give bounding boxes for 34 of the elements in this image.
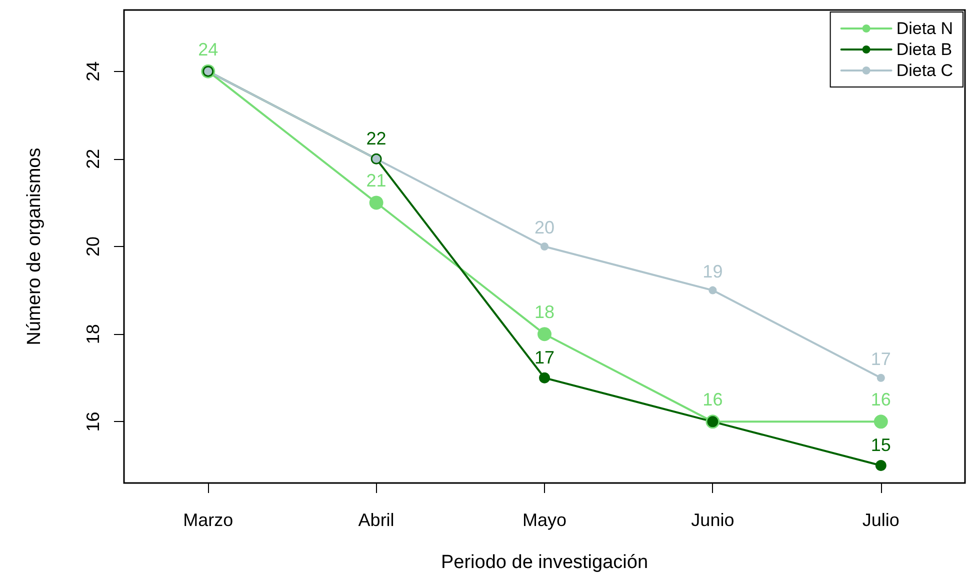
x-tick-label: Abril (358, 510, 394, 530)
point (538, 327, 552, 342)
x-tick-label: Mayo (522, 510, 567, 530)
x-tick-label: Junio (691, 510, 734, 530)
y-tick-label: 16 (83, 412, 103, 432)
y-tick-label: 20 (83, 236, 103, 257)
point (875, 460, 886, 471)
x-tick-label: Marzo (183, 510, 234, 530)
point (540, 242, 548, 250)
y-tick-label: 24 (83, 61, 103, 82)
data-label: 18 (534, 302, 555, 322)
point (539, 372, 550, 384)
x-axis-title: Periodo de investigación (440, 552, 648, 573)
point (708, 286, 717, 294)
data-label: 20 (534, 218, 555, 238)
point (874, 414, 888, 429)
data-label: 16 (870, 390, 891, 410)
data-label: 16 (702, 390, 723, 410)
point (876, 374, 885, 382)
y-axis-title: Número de organismos (24, 148, 45, 346)
data-label: 19 (702, 261, 723, 282)
legend-label: Dieta N (896, 19, 953, 38)
data-label: 21 (366, 170, 386, 191)
data-label: 24 (198, 39, 218, 60)
y-tick-label: 18 (83, 324, 103, 344)
legend-label: Dieta B (896, 40, 952, 59)
data-label: 17 (534, 347, 555, 368)
y-tick-label: 22 (83, 148, 103, 169)
x-tick-label: Julio (862, 510, 900, 530)
point (369, 196, 384, 210)
data-label: 15 (870, 434, 891, 455)
data-label: 17 (870, 348, 891, 369)
data-label: 22 (366, 128, 386, 148)
legend-label: Dieta C (896, 61, 953, 80)
